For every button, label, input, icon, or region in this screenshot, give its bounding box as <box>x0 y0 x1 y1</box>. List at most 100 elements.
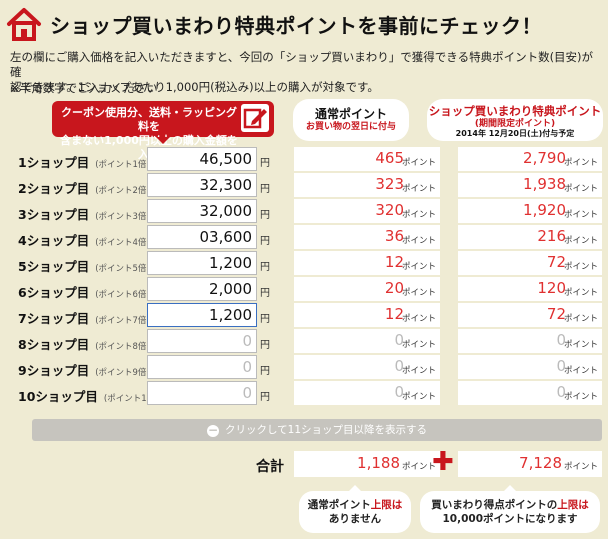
special-points-date: 2014年 12月20日(土)付与予定 <box>455 129 575 138</box>
normal-points-value: 323 <box>375 175 404 193</box>
shop-multiplier: (ポイント10倍) <box>103 394 164 404</box>
shop-name: 3ショップ目 <box>18 207 90 222</box>
shop-row: 2ショップ目 (ポイント2倍) 32,300 円 323 ポイント 1,938 ポイント <box>0 172 608 198</box>
special-points-value: 216 <box>537 227 566 245</box>
description-line: 左の欄にご購入価格を記入いただきますと、今回の「ショップ買いまわり」で獲得できる… <box>10 50 594 79</box>
plus-icon: ✚ <box>432 447 454 477</box>
point-unit: ポイント <box>401 262 436 272</box>
special-points-cell: 2,790 ポイント <box>458 147 602 171</box>
purchase-amount-input[interactable]: 0 <box>147 329 257 353</box>
shop-label: 9ショップ目 (ポイント9倍) <box>18 360 150 379</box>
shop-label: 1ショップ目 (ポイント1倍) <box>18 152 150 171</box>
purchase-amount-input[interactable]: 46,500 <box>147 147 257 171</box>
normal-points-cell: 0 ポイント <box>294 381 440 405</box>
shop-name: 8ショップ目 <box>18 337 90 352</box>
shop-multiplier: (ポイント8倍) <box>95 342 150 352</box>
note-text: 10,000ポイントになります <box>442 513 578 525</box>
minus-circle-icon: − <box>206 423 219 437</box>
purchase-amount-input[interactable]: 0 <box>147 355 257 379</box>
special-points-cell: 216 ポイント <box>458 225 602 249</box>
special-points-cell: 72 ポイント <box>458 251 602 275</box>
point-unit: ポイント <box>563 236 598 246</box>
point-unit: ポイント <box>563 462 598 472</box>
note-text: ありません <box>328 513 382 525</box>
normal-points-value: 20 <box>384 279 404 297</box>
shop-name: 5ショップ目 <box>18 259 90 274</box>
special-points-value: 2,790 <box>523 149 566 167</box>
normal-points-value: 0 <box>394 383 404 401</box>
shop-multiplier: (ポイント4倍) <box>95 238 150 248</box>
purchase-amount-input[interactable]: 1,200 <box>147 303 257 327</box>
shop-row: 7ショップ目 (ポイント7倍) 1,200 円 12 ポイント 72 ポイント <box>0 302 608 328</box>
special-points-value: 1,920 <box>523 201 566 219</box>
house-icon <box>7 8 41 41</box>
point-unit: ポイント <box>401 340 436 350</box>
total-label: 合計 <box>256 459 284 475</box>
input-note: ※半角数字でご入力ください <box>10 81 158 95</box>
purchase-amount-input[interactable]: 0 <box>147 381 257 405</box>
special-points-sub: (期間限定ポイント) <box>474 119 556 129</box>
shop-label: 5ショップ目 (ポイント5倍) <box>18 256 150 275</box>
yen-unit: 円 <box>260 366 270 377</box>
show-more-label: クリックして11ショップ目以降を表示する <box>224 424 428 436</box>
shop-name: 6ショップ目 <box>18 285 90 300</box>
point-unit: ポイント <box>401 236 436 246</box>
shop-row: 4ショップ目 (ポイント4倍) 03,600 円 36 ポイント 216 ポイント <box>0 224 608 250</box>
normal-points-value: 320 <box>375 201 404 219</box>
point-unit: ポイント <box>563 366 598 376</box>
normal-points-cell: 465 ポイント <box>294 147 440 171</box>
shop-multiplier: (ポイント1倍) <box>95 160 150 170</box>
note-highlight: 上限は <box>370 499 403 511</box>
note-text: 買いまわり得点ポイントの <box>431 499 558 511</box>
special-points-value: 0 <box>556 331 566 349</box>
shop-row: 3ショップ目 (ポイント3倍) 32,000 円 320 ポイント 1,920 ポイント <box>0 198 608 224</box>
shop-name: 1ショップ目 <box>18 155 90 170</box>
yen-unit: 円 <box>260 236 270 247</box>
pencil-icon <box>241 104 269 132</box>
point-unit: ポイント <box>563 262 598 272</box>
shop-multiplier: (ポイント9倍) <box>95 368 150 378</box>
normal-points-cell: 0 ポイント <box>294 355 440 379</box>
special-points-value: 1,938 <box>523 175 566 193</box>
special-points-cell: 0 ポイント <box>458 329 602 353</box>
input-instruction-box: クーポン使用分、送料・ラッピング料を 含まない1,000円以上の購入金額を入力 <box>52 101 274 161</box>
point-unit: ポイント <box>563 158 598 168</box>
special-points-value: 72 <box>546 253 566 271</box>
shop-name: 10ショップ目 <box>18 389 98 404</box>
point-unit: ポイント <box>563 314 598 324</box>
shop-label: 7ショップ目 (ポイント7倍) <box>18 308 150 327</box>
point-unit: ポイント <box>401 366 436 376</box>
shop-row: 9ショップ目 (ポイント9倍) 0 円 0 ポイント 0 ポイント <box>0 354 608 380</box>
point-unit: ポイント <box>563 340 598 350</box>
note-highlight: 上限は <box>557 499 589 511</box>
point-unit: ポイント <box>401 288 436 298</box>
shop-label: 3ショップ目 (ポイント3倍) <box>18 204 150 223</box>
special-points-header: ショップ買いまわり特典ポイント (期間限定ポイント) 2014年 12月20日(… <box>427 99 603 141</box>
special-points-value: 0 <box>556 357 566 375</box>
shop-label: 8ショップ目 (ポイント8倍) <box>18 334 150 353</box>
special-points-title: ショップ買いまわり特典ポイント <box>428 104 602 118</box>
special-points-value: 120 <box>537 279 566 297</box>
normal-points-cell: 320 ポイント <box>294 199 440 223</box>
shop-name: 9ショップ目 <box>18 363 90 378</box>
purchase-amount-input[interactable]: 1,200 <box>147 251 257 275</box>
shop-row: 1ショップ目 (ポイント1倍) 46,500 円 465 ポイント 2,790 ポイント <box>0 146 608 172</box>
normal-points-cell: 12 ポイント <box>294 251 440 275</box>
shop-label: 4ショップ目 (ポイント4倍) <box>18 230 150 249</box>
description-line: 認できます。1ショップあたり1,000円(税込み)以上の購入が対象です。 <box>10 80 379 94</box>
point-unit: ポイント <box>401 314 436 324</box>
purchase-amount-input[interactable]: 03,600 <box>147 225 257 249</box>
show-more-shops-button[interactable]: − クリックして11ショップ目以降を表示する <box>32 419 602 441</box>
purchase-amount-input[interactable]: 32,300 <box>147 173 257 197</box>
normal-points-value: 36 <box>384 227 404 245</box>
shop-row: 8ショップ目 (ポイント8倍) 0 円 0 ポイント 0 ポイント <box>0 328 608 354</box>
purchase-amount-input[interactable]: 2,000 <box>147 277 257 301</box>
special-points-cell: 120 ポイント <box>458 277 602 301</box>
note-text: 通常ポイント <box>307 499 371 511</box>
normal-points-cell: 12 ポイント <box>294 303 440 327</box>
purchase-amount-input[interactable]: 32,000 <box>147 199 257 223</box>
point-unit: ポイント <box>401 462 436 472</box>
description: 左の欄にご購入価格を記入いただきますと、今回の「ショップ買いまわり」で獲得できる… <box>10 50 600 95</box>
shop-label: 10ショップ目 (ポイント10倍) <box>18 386 164 405</box>
shop-multiplier: (ポイント2倍) <box>95 186 150 196</box>
